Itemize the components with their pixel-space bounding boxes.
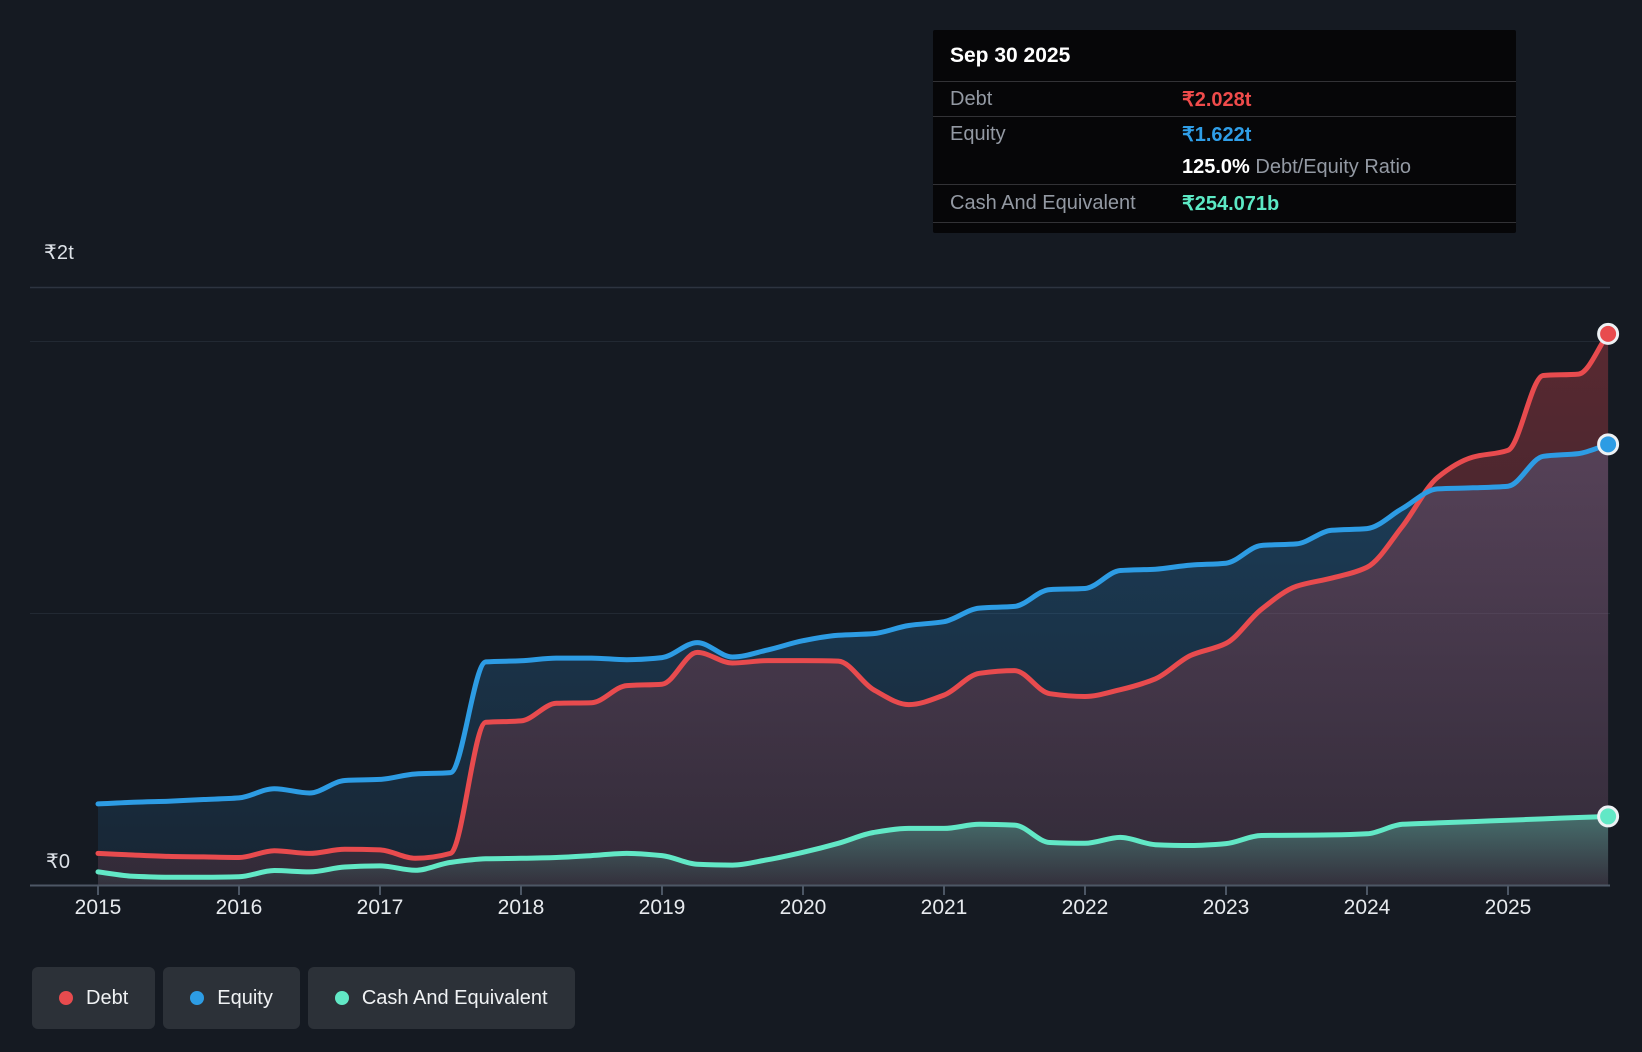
legend-cash-label: Cash And Equivalent bbox=[361, 986, 548, 1009]
debt-area bbox=[98, 333, 1609, 886]
x-axis-year-label: 2024 bbox=[1343, 896, 1391, 919]
chart-legend: Debt Equity Cash And Equivalent bbox=[32, 967, 575, 1029]
legend-chip-debt[interactable]: Debt bbox=[32, 967, 156, 1029]
x-axis-year-label: 2025 bbox=[1484, 896, 1532, 919]
tooltip-ratio-label: Debt/Equity Ratio bbox=[1255, 156, 1412, 178]
x-axis-year-label: 2019 bbox=[638, 896, 686, 919]
legend-chip-equity[interactable]: Equity bbox=[163, 967, 300, 1029]
legend-debt-label: Debt bbox=[86, 986, 129, 1009]
tooltip-ratio: 125.0% Debt/Equity Ratio bbox=[1182, 156, 1411, 179]
equity-line bbox=[95, 441, 1611, 807]
debt-legend-dot-icon bbox=[59, 991, 73, 1005]
x-axis-year-label: 2021 bbox=[920, 896, 968, 919]
tooltip-equity-value: ₹1.622t bbox=[1182, 123, 1252, 146]
x-axis-year-label: 2017 bbox=[356, 896, 404, 919]
x-axis-year-label: 2023 bbox=[1202, 896, 1250, 919]
x-axis-year-label: 2022 bbox=[1061, 896, 1109, 919]
x-axis-ticks bbox=[97, 886, 1509, 895]
debt-line bbox=[95, 331, 1611, 861]
x-axis-year-label: 2016 bbox=[215, 896, 263, 919]
tooltip-date: Sep 30 2025 bbox=[950, 43, 1071, 67]
tooltip-cash-label: Cash And Equivalent bbox=[950, 192, 1136, 214]
cash-line bbox=[95, 813, 1611, 880]
tooltip-row-ratio: 125.0% Debt/Equity Ratio bbox=[933, 151, 1516, 184]
tooltip-row-equity: Equity ₹1.622t bbox=[933, 116, 1516, 151]
cash-end-dot bbox=[1597, 805, 1620, 828]
tooltip-debt-value: ₹2.028t bbox=[1182, 88, 1252, 111]
legend-chip-cash[interactable]: Cash And Equivalent bbox=[307, 967, 575, 1029]
tooltip-equity-label: Equity bbox=[950, 122, 1006, 145]
tooltip-debt-label: Debt bbox=[950, 87, 993, 110]
equity-end-dot bbox=[1597, 433, 1620, 456]
hover-tooltip-panel: Sep 30 2025 Debt ₹2.028t Equity ₹1.622t … bbox=[933, 30, 1516, 233]
series-layer bbox=[95, 331, 1611, 886]
series-end-dots bbox=[1597, 322, 1620, 828]
tooltip-cash-value: ₹254.071b bbox=[1182, 193, 1280, 215]
cash-legend-dot-icon bbox=[334, 991, 349, 1005]
tooltip-ratio-value: 125.0% bbox=[1182, 156, 1250, 178]
legend-equity-label: Equity bbox=[217, 986, 273, 1009]
tooltip-row-debt: Debt ₹2.028t bbox=[933, 81, 1516, 116]
tooltip-row-cash: Cash And Equivalent ₹254.071b bbox=[933, 184, 1516, 223]
debt-end-dot bbox=[1597, 322, 1620, 345]
x-axis-year-label: 2018 bbox=[497, 896, 545, 919]
equity-legend-dot-icon bbox=[190, 991, 205, 1005]
y-axis-label-2t: ₹2t bbox=[44, 242, 75, 264]
cash-area bbox=[98, 816, 1609, 886]
y-axis-label-0: ₹0 bbox=[46, 851, 71, 873]
x-axis-year-label: 2020 bbox=[779, 896, 827, 919]
x-axis-year-label: 2015 bbox=[74, 896, 122, 919]
